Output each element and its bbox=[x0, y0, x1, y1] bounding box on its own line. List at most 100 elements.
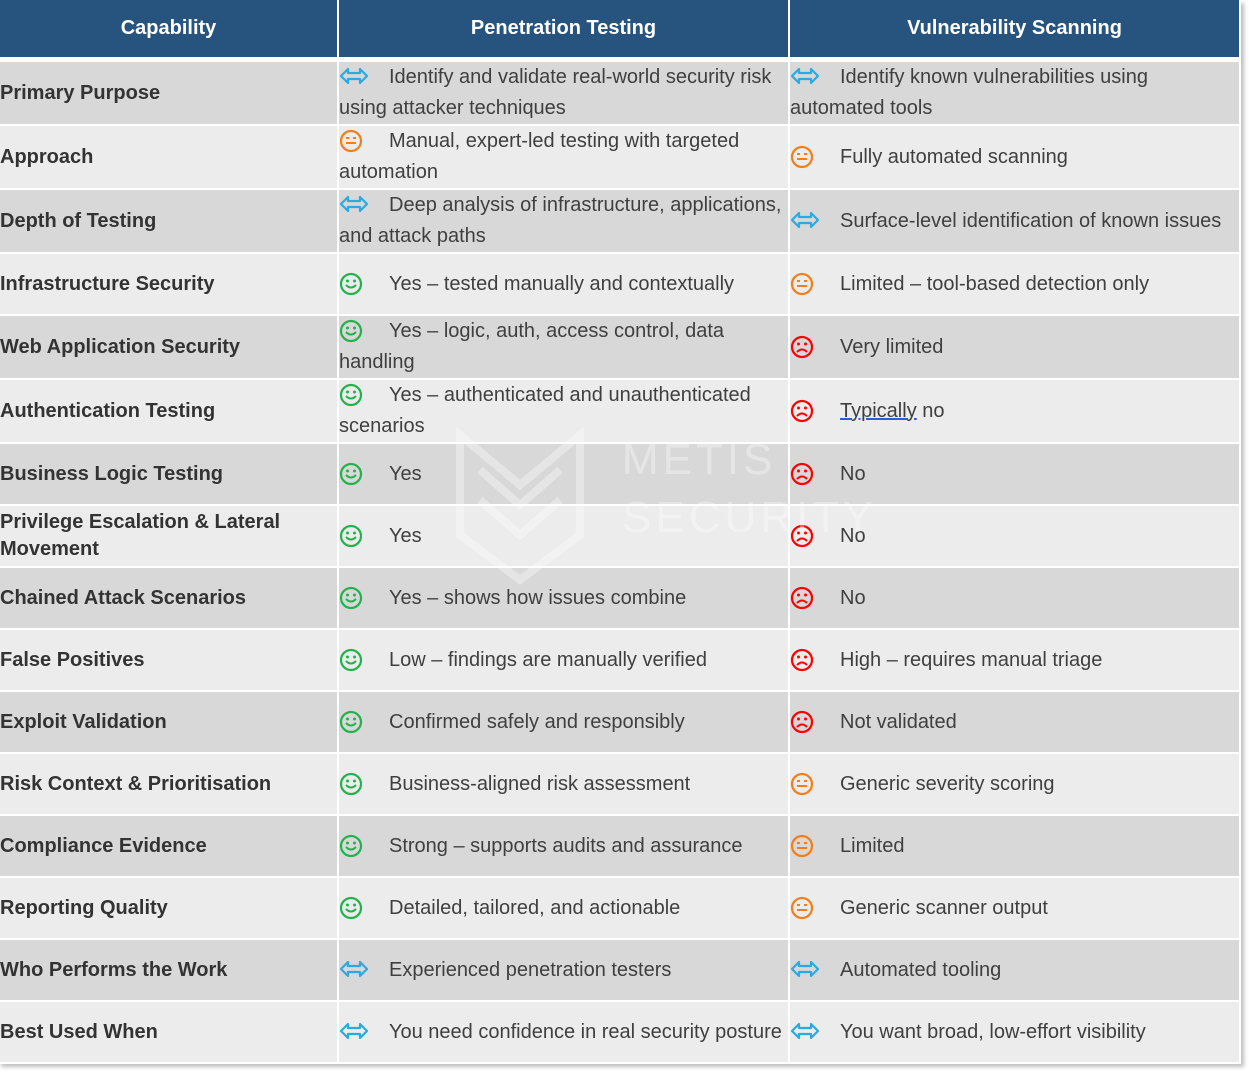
pentest-text: Yes – tested manually and contextually bbox=[389, 272, 735, 295]
vulnscan-cell: Very limited bbox=[790, 316, 1239, 380]
header-capability: Capability bbox=[0, 0, 337, 62]
pentest-text: Identify and validate real-world securit… bbox=[339, 66, 772, 119]
table-row: Approach Manual, expert-led testing with … bbox=[0, 126, 1239, 190]
arrows-icon bbox=[790, 958, 820, 980]
pentest-cell: Yes – authenticated and unauthenticated … bbox=[339, 380, 788, 444]
vulnscan-text: No bbox=[840, 524, 866, 547]
pentest-cell: Detailed, tailored, and actionable bbox=[339, 878, 788, 940]
neutral-face-icon bbox=[790, 896, 820, 919]
capability-cell-authentication-testing: Authentication Testing bbox=[0, 380, 337, 444]
vulnscan-cell: Limited bbox=[790, 816, 1239, 878]
pentest-text: Yes – logic, auth, access control, data … bbox=[339, 320, 725, 373]
header-penetration-testing: Penetration Testing bbox=[339, 0, 788, 62]
capability-cell-who-performs-the-work: Who Performs the Work bbox=[0, 940, 337, 1002]
vulnscan-cell: Automated tooling bbox=[790, 940, 1239, 1002]
capability-cell-risk-context-prioritisation: Risk Context & Prioritisation bbox=[0, 754, 337, 816]
table-row: Compliance Evidence Strong – supports aud… bbox=[0, 816, 1239, 878]
table-row: Primary Purpose Identify and validate rea… bbox=[0, 62, 1239, 126]
vulnscan-text: Limited – tool-based detection only bbox=[840, 272, 1150, 295]
vulnscan-text: Generic severity scoring bbox=[840, 772, 1055, 795]
pentest-text: Strong – supports audits and assurance bbox=[389, 834, 743, 857]
vulnscan-text: Surface-level identification of known is… bbox=[840, 209, 1222, 232]
vulnscan-text: Fully automated scanning bbox=[840, 145, 1068, 168]
pentest-cell: Deep analysis of infrastructure, applica… bbox=[339, 190, 788, 254]
pentest-text: Low – findings are manually verified bbox=[389, 648, 707, 671]
neutral-face-icon bbox=[339, 129, 369, 153]
vulnscan-cell: Generic severity scoring bbox=[790, 754, 1239, 816]
capability-cell-approach: Approach bbox=[0, 126, 337, 190]
vulnscan-cell: High – requires manual triage bbox=[790, 630, 1239, 692]
pentest-cell: Strong – supports audits and assurance bbox=[339, 816, 788, 878]
table-row: Exploit Validation Confirmed safely and r… bbox=[0, 692, 1239, 754]
pentest-text: Yes – shows how issues combine bbox=[389, 586, 687, 609]
arrows-icon bbox=[790, 209, 820, 231]
arrows-icon bbox=[790, 1020, 820, 1042]
neutral-face-icon bbox=[790, 272, 820, 295]
table-row: Business Logic Testing Yes No bbox=[0, 444, 1239, 506]
capability-cell-reporting-quality: Reporting Quality bbox=[0, 878, 337, 940]
capability-cell-false-positives: False Positives bbox=[0, 630, 337, 692]
capability-cell-business-logic-testing: Business Logic Testing bbox=[0, 444, 337, 506]
pentest-text: Yes bbox=[389, 462, 422, 485]
vulnscan-text: High – requires manual triage bbox=[840, 648, 1103, 671]
arrows-icon bbox=[339, 1020, 369, 1042]
smiley-face-icon bbox=[339, 710, 369, 733]
smiley-face-icon bbox=[339, 586, 369, 609]
arrows-icon bbox=[339, 958, 369, 980]
capability-cell-primary-purpose: Primary Purpose bbox=[0, 62, 337, 126]
capability-cell-exploit-validation: Exploit Validation bbox=[0, 692, 337, 754]
pentest-text: Detailed, tailored, and actionable bbox=[389, 896, 681, 919]
capability-cell-chained-attack-scenarios: Chained Attack Scenarios bbox=[0, 568, 337, 630]
pentest-cell: Yes – shows how issues combine bbox=[339, 568, 788, 630]
neutral-face-icon bbox=[790, 145, 820, 168]
vulnscan-text: Limited bbox=[840, 834, 905, 857]
capability-cell-infrastructure-security: Infrastructure Security bbox=[0, 254, 337, 316]
vulnscan-cell: No bbox=[790, 506, 1239, 568]
pentest-text: Yes bbox=[389, 524, 422, 547]
vulnscan-cell: Surface-level identification of known is… bbox=[790, 190, 1239, 254]
vulnscan-text: Not validated bbox=[840, 710, 957, 733]
smiley-face-icon bbox=[339, 319, 369, 343]
smiley-face-icon bbox=[339, 272, 369, 295]
header-vulnerability-scanning: Vulnerability Scanning bbox=[790, 0, 1239, 62]
vulnscan-cell: Not validated bbox=[790, 692, 1239, 754]
capability-cell-depth-of-testing: Depth of Testing bbox=[0, 190, 337, 254]
smiley-face-icon bbox=[339, 772, 369, 795]
pentest-text: Deep analysis of infrastructure, applica… bbox=[339, 194, 782, 247]
vulnscan-cell: No bbox=[790, 444, 1239, 506]
pentest-cell: Confirmed safely and responsibly bbox=[339, 692, 788, 754]
vulnscan-cell: You want broad, low-effort visibility bbox=[790, 1002, 1239, 1064]
table-row: Risk Context & Prioritisation Business-al… bbox=[0, 754, 1239, 816]
vulnscan-cell: Fully automated scanning bbox=[790, 126, 1239, 190]
pentest-cell: Yes bbox=[339, 506, 788, 568]
vulnscan-cell: Limited – tool-based detection only bbox=[790, 254, 1239, 316]
table-row: Who Performs the Work Experienced penetra… bbox=[0, 940, 1239, 1002]
smiley-face-icon bbox=[339, 524, 369, 547]
pentest-cell: Yes – logic, auth, access control, data … bbox=[339, 316, 788, 380]
vulnscan-text: No bbox=[840, 462, 866, 485]
capability-cell-web-application-security: Web Application Security bbox=[0, 316, 337, 380]
vulnscan-text: Identify known vulnerabilities using aut… bbox=[790, 66, 1148, 119]
smiley-face-icon bbox=[339, 648, 369, 671]
pentest-text: Experienced penetration testers bbox=[389, 958, 672, 981]
pentest-cell: Manual, expert-led testing with targeted… bbox=[339, 126, 788, 190]
pentest-cell: Yes – tested manually and contextually bbox=[339, 254, 788, 316]
vulnscan-text: Generic scanner output bbox=[840, 896, 1048, 919]
frown-face-icon bbox=[790, 710, 820, 733]
smiley-face-icon bbox=[339, 896, 369, 919]
vulnscan-text: You want broad, low-effort visibility bbox=[840, 1020, 1146, 1043]
pentest-text: Manual, expert-led testing with targeted… bbox=[339, 130, 740, 183]
vulnscan-cell: No bbox=[790, 568, 1239, 630]
vulnscan-text: Typically no bbox=[840, 399, 945, 422]
frown-face-icon bbox=[790, 586, 820, 609]
smiley-face-icon bbox=[339, 834, 369, 857]
table-row: Best Used When You need confidence in rea… bbox=[0, 1002, 1239, 1064]
capability-cell-compliance-evidence: Compliance Evidence bbox=[0, 816, 337, 878]
table-row: Reporting Quality Detailed, tailored, and… bbox=[0, 878, 1239, 940]
spellcheck-word: Typically bbox=[840, 399, 917, 422]
vulnscan-cell: Identify known vulnerabilities using aut… bbox=[790, 62, 1239, 126]
pentest-cell: Experienced penetration testers bbox=[339, 940, 788, 1002]
table-row: False Positives Low – findings are manual… bbox=[0, 630, 1239, 692]
capability-cell-privilege-escalation-lateral-movement: Privilege Escalation & Lateral Movement bbox=[0, 506, 337, 568]
